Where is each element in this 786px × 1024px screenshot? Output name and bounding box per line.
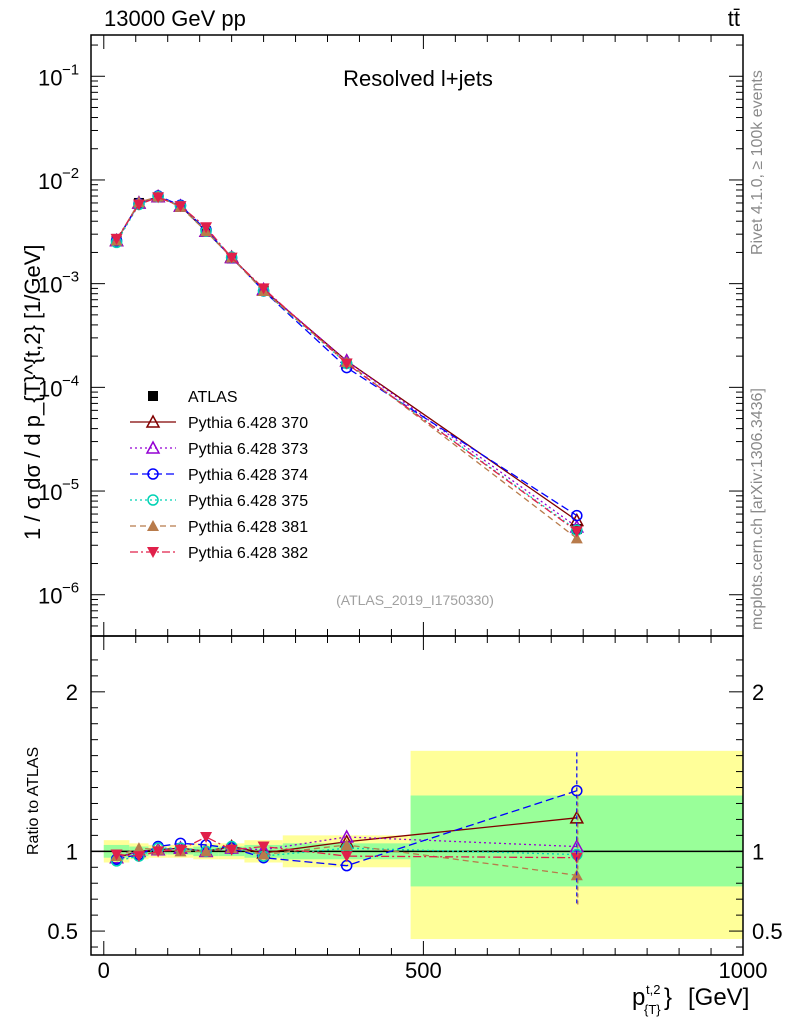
svg-text:p: p [632,984,645,1011]
legend-entry: Pythia 6.428 381 [130,519,308,536]
y-tick-label: 10 −6 [38,580,79,609]
plot-title: Resolved l+jets [343,66,493,91]
ratio-point [340,851,353,863]
legend-label: Pythia 6.428 374 [188,467,308,484]
ratio-point [174,844,187,856]
series-pythia-6-428-382 [110,192,583,538]
y-tick-exponent: −4 [62,372,79,389]
ratio-y-tick-label-right: 2 [752,680,764,705]
x-axis-label: p t,2 {T} } [GeV] [632,982,749,1017]
x-tick-label: 500 [405,958,442,983]
legend-marker [147,520,159,531]
x-tick-label: 1000 [719,958,768,983]
svg-text:[GeV]: [GeV] [688,984,749,1011]
main-y-axis-label: 1 / σ dσ / d p_{T}^{t,2} [1/GeV] [20,244,45,540]
data-point [340,358,353,370]
legend-label: Pythia 6.428 370 [188,415,308,432]
ratio-series-pythia-6-428-382 [110,831,583,864]
ratio-point [132,842,145,854]
legend-label: Pythia 6.428 382 [188,545,308,562]
legend-label: ATLAS [188,389,238,406]
legend: ATLAS Pythia 6.428 370 Pythia 6.428 373 Pyt… [130,389,308,562]
data-point [257,283,270,295]
y-tick-label: 10 −2 [38,165,79,194]
legend-marker [147,494,159,506]
legend-entry: Pythia 6.428 374 [130,467,308,484]
ratio-point [257,848,270,860]
ratio-line [116,836,577,859]
ratio-point [200,845,213,857]
legend-marker [147,547,159,558]
y-tick-base: 10 [38,480,62,505]
data-point [152,192,165,204]
y-tick-exponent: −6 [62,580,79,597]
legend-label: Pythia 6.428 373 [188,441,308,458]
legend-label: Pythia 6.428 381 [188,519,308,536]
analysis-watermark: (ATLAS_2019_I1750330) [336,592,494,608]
y-tick-base: 10 [38,376,62,401]
ratio-y-tick-label-left: 2 [66,680,78,705]
ratio-point [132,851,145,863]
y-tick-exponent: −3 [62,269,79,286]
y-tick-exponent: −2 [62,165,79,182]
y-tick-base: 10 [38,169,62,194]
y-tick-exponent: −1 [62,61,79,78]
svg-text:}: } [664,984,672,1011]
ratio-y-tick-label-left: 0.5 [47,919,78,944]
legend-marker [145,440,161,454]
rivet-version-label: Rivet 4.1.0, ≥ 100k events [749,70,766,255]
legend-entry: Pythia 6.428 382 [130,545,308,562]
header-final-state-label: tt̄ [728,6,740,31]
ratio-y-axis-label: Ratio to ATLAS [25,747,42,855]
legend-label: Pythia 6.428 375 [188,493,308,510]
data-point [570,532,583,544]
y-tick-label: 10 −5 [38,476,79,505]
x-tick-label: 0 [98,958,110,983]
ratio-y-tick-label-left: 1 [66,839,78,864]
legend-marker [147,468,159,480]
legend-entry: Pythia 6.428 373 [130,440,308,458]
ratio-point [200,831,213,843]
data-point [225,252,238,264]
legend-marker [145,414,161,428]
ratio-point [152,846,165,858]
ratio-y-tick-label-right: 1 [752,839,764,864]
y-tick-base: 10 [38,584,62,609]
ratio-panel [91,750,743,940]
legend-entry: ATLAS [148,389,238,406]
ratio-point [340,859,353,872]
ratio-line [116,790,578,867]
main-panel [109,189,585,544]
ratio-point [257,841,270,853]
data-point [570,526,583,538]
data-point [174,201,187,213]
data-point [200,222,213,234]
y-tick-base: 10 [38,273,62,298]
ratio-point [110,849,123,861]
legend-marker [148,391,158,401]
ratio-point [225,844,238,856]
y-tick-base: 10 [38,65,62,90]
y-tick-label: 10 −4 [38,372,79,401]
legend-entry: Pythia 6.428 370 [130,414,308,432]
data-point [110,233,123,245]
y-tick-label: 10 −3 [38,269,79,298]
mcplots-label: mcplots.cern.ch [arXiv:1306.3436] [749,388,766,630]
ratio-frame [90,635,744,956]
y-tick-exponent: −5 [62,476,79,493]
svg-text:{T}: {T} [644,1002,661,1017]
svg-text:t,2: t,2 [646,982,660,997]
y-tick-label: 10 −1 [38,61,79,90]
header-process-label: 13000 GeV pp [104,6,246,31]
legend-entry: Pythia 6.428 375 [130,493,308,510]
data-point [571,509,583,522]
ratio-point [340,838,353,850]
ratio-y-tick-label-right: 0.5 [752,919,783,944]
data-point [132,199,145,211]
